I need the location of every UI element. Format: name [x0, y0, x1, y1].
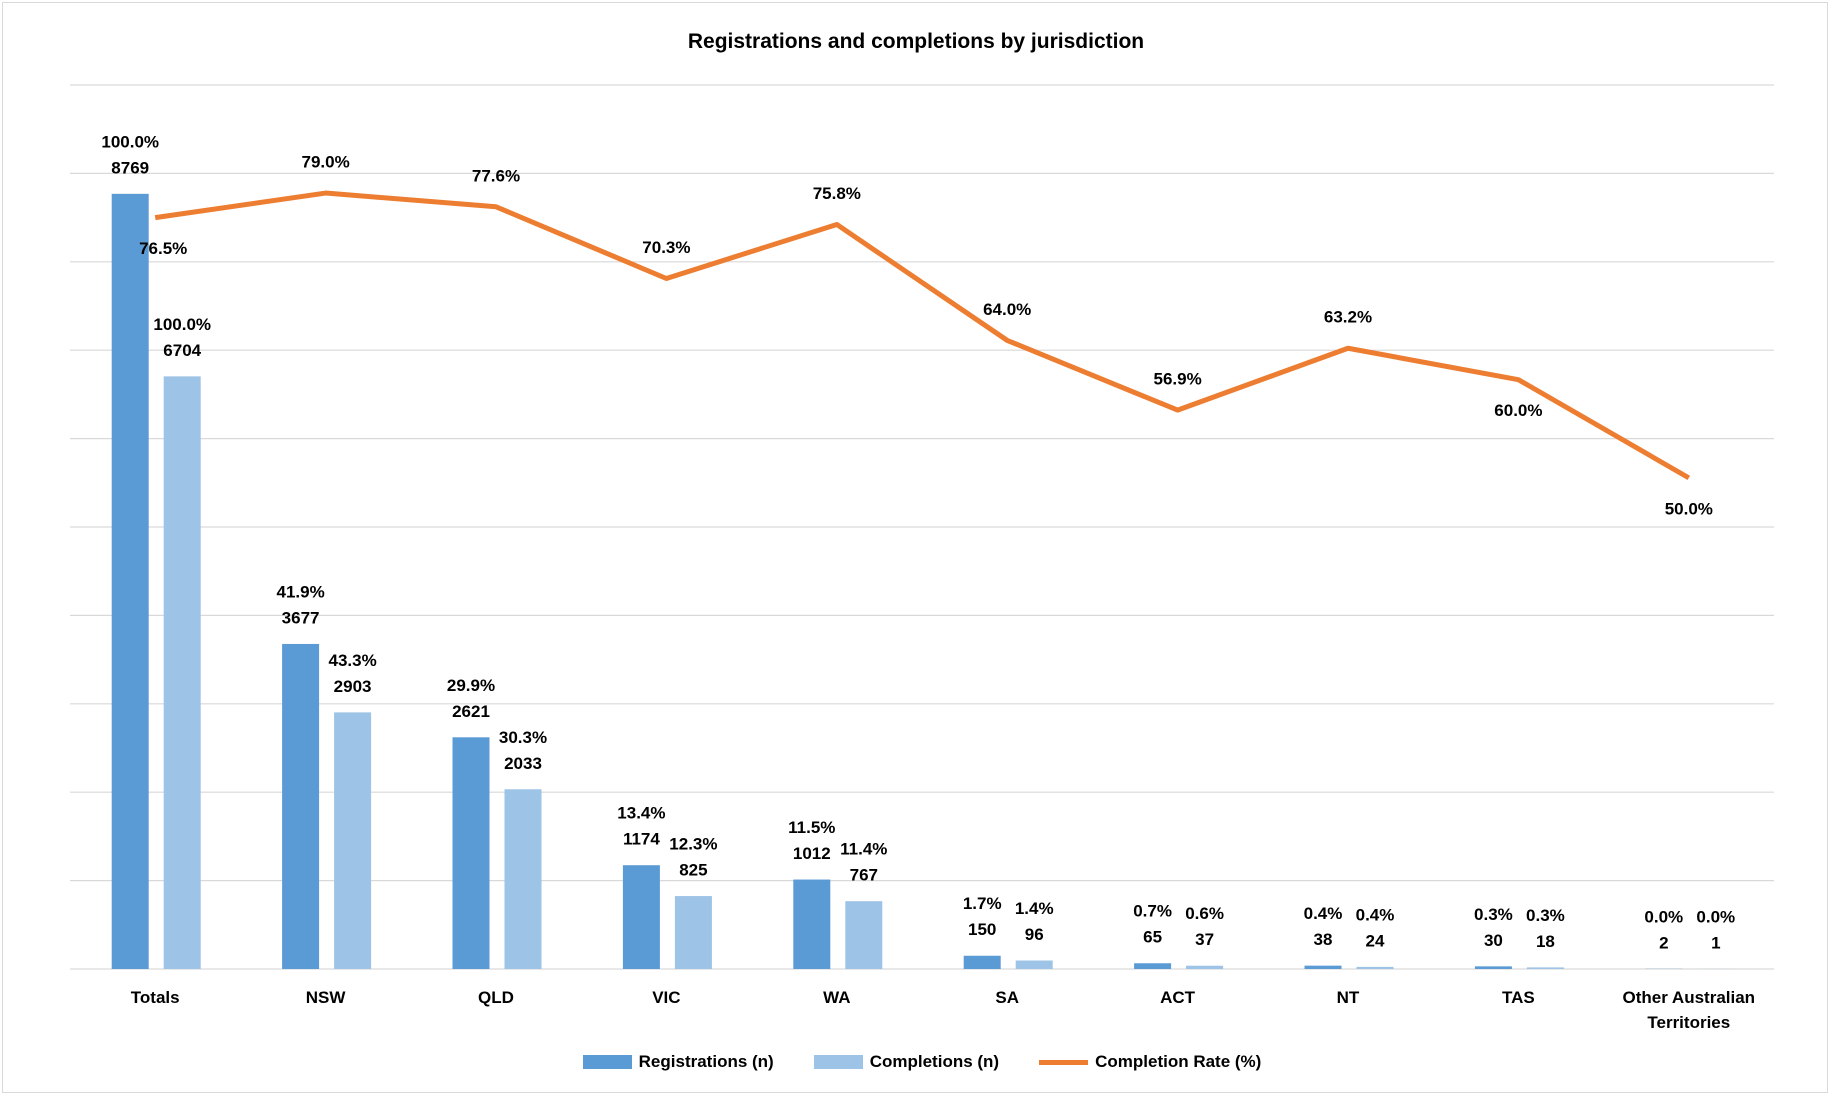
- bar-share-label: 0.0%: [1644, 907, 1683, 926]
- bar-value-label: 3677: [282, 608, 320, 627]
- bar-share-label: 100.0%: [153, 315, 211, 334]
- bar-value-label: 2: [1659, 933, 1668, 952]
- line-value-label: 75.8%: [813, 184, 861, 203]
- bar-value-label: 24: [1366, 931, 1385, 950]
- line-value-label: 76.5%: [139, 239, 187, 258]
- line-value-label: 70.3%: [642, 238, 690, 257]
- bar-value-label: 18: [1536, 932, 1555, 951]
- bar: [334, 712, 372, 969]
- bar-value-label: 1012: [793, 844, 831, 863]
- bar-share-label: 0.4%: [1356, 905, 1395, 924]
- bar-value-label: 150: [968, 920, 996, 939]
- bar: [111, 193, 149, 969]
- bar: [963, 955, 1001, 969]
- bar-value-label: 1: [1711, 933, 1720, 952]
- bar-share-label: 0.7%: [1133, 902, 1172, 921]
- bar-value-label: 825: [679, 861, 707, 880]
- bar-value-label: 2621: [452, 702, 490, 721]
- line-value-label: 63.2%: [1324, 308, 1372, 327]
- x-tick-label: Totals: [130, 988, 180, 1007]
- bar: [1356, 966, 1394, 969]
- bar-value-label: 65: [1143, 928, 1162, 947]
- line-value-label: 79.0%: [301, 153, 349, 172]
- x-tick-label: NSW: [305, 988, 346, 1007]
- bar-share-label: 30.3%: [499, 728, 547, 747]
- bar-value-label: 2033: [504, 754, 542, 773]
- bar: [452, 737, 490, 969]
- line-value-label: 64.0%: [983, 300, 1031, 319]
- legend-item: Completion Rate (%): [1039, 1052, 1261, 1072]
- line-value-label: 50.0%: [1665, 499, 1713, 518]
- bar-share-label: 0.6%: [1185, 904, 1224, 923]
- bar-share-label: 41.9%: [276, 582, 324, 601]
- legend-label: Completion Rate (%): [1095, 1052, 1262, 1071]
- legend-label: Completions (n): [869, 1052, 1000, 1071]
- bar-share-label: 1.7%: [963, 894, 1002, 913]
- x-tick-label: ACT: [1160, 988, 1196, 1007]
- legend-swatch: [1039, 1059, 1089, 1065]
- bar-value-label: 38: [1314, 930, 1333, 949]
- bar-share-label: 43.3%: [328, 651, 376, 670]
- bar-share-label: 0.3%: [1474, 905, 1513, 924]
- bar-share-label: 12.3%: [669, 835, 717, 854]
- bar-share-label: 13.4%: [617, 804, 665, 823]
- bar: [1474, 966, 1512, 969]
- x-tick-label: TAS: [1502, 988, 1535, 1007]
- bar: [163, 376, 201, 969]
- x-tick-label: WA: [823, 988, 851, 1007]
- bar-share-label: 0.0%: [1696, 907, 1735, 926]
- line-value-label: 56.9%: [1153, 370, 1201, 389]
- line: [154, 190, 1691, 481]
- bar: [1134, 963, 1172, 969]
- bar-share-label: 0.3%: [1526, 906, 1565, 925]
- x-tick-label: VIC: [652, 988, 681, 1007]
- x-tick-label: NT: [1336, 988, 1360, 1007]
- bar: [1015, 960, 1053, 969]
- bar: [845, 901, 883, 969]
- bar: [504, 789, 542, 969]
- bar-value-label: 1174: [623, 830, 660, 849]
- bar: [1304, 965, 1342, 969]
- bar: [1526, 967, 1564, 969]
- legend-item: Registrations (n): [582, 1052, 774, 1072]
- line-value-label: 60.0%: [1494, 401, 1542, 420]
- legend-swatch: [813, 1055, 863, 1069]
- bar: [1186, 965, 1224, 969]
- line-value-label: 77.6%: [472, 166, 520, 185]
- bar: [793, 879, 831, 969]
- bar-share-label: 11.5%: [788, 818, 835, 837]
- bar: [282, 643, 320, 969]
- x-tick-label: Other Australian Territories: [1622, 988, 1756, 1032]
- bar-value-label: 6704: [163, 341, 201, 360]
- bar: [674, 896, 712, 969]
- legend-label: Registrations (n): [638, 1052, 774, 1071]
- bar-share-label: 1.4%: [1015, 899, 1054, 918]
- bar-share-label: 0.4%: [1304, 904, 1343, 923]
- chart-title: Registrations and completions by jurisdi…: [687, 30, 1145, 53]
- bar-value-label: 767: [850, 866, 878, 885]
- legend: Registrations (n) Completions (n) Completi…: [70, 1052, 1774, 1072]
- bar-value-label: 30: [1484, 931, 1503, 950]
- bar-share-label: 29.9%: [447, 676, 495, 695]
- bar-value-label: 96: [1025, 925, 1044, 944]
- bar-share-label: 100.0%: [101, 132, 159, 151]
- bar: [622, 865, 660, 969]
- bar-value-label: 2903: [334, 677, 372, 696]
- x-tick-label: SA: [995, 988, 1019, 1007]
- bar-value-label: 8769: [111, 158, 149, 177]
- bar-value-label: 37: [1195, 930, 1214, 949]
- legend-swatch: [582, 1055, 632, 1069]
- legend-item: Completions (n): [813, 1052, 1000, 1072]
- bar-share-label: 11.4%: [840, 840, 887, 859]
- x-tick-label: QLD: [478, 988, 514, 1007]
